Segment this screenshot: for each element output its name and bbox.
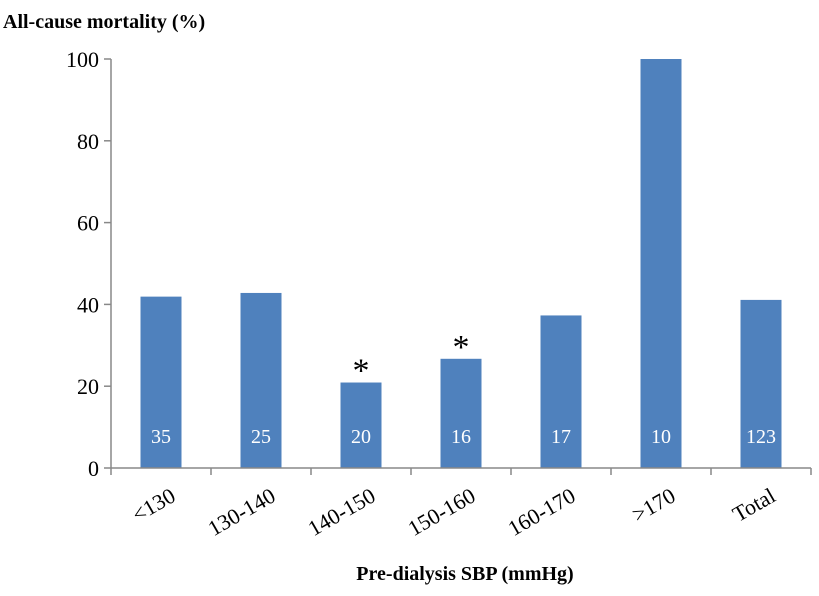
significance-marker: *: [353, 353, 370, 390]
bar-count-label: 123: [746, 426, 776, 448]
y-axis-title: All-cause mortality (%): [3, 11, 205, 33]
bar: [440, 358, 482, 468]
bar: [740, 299, 782, 468]
y-tick-label: 60: [77, 211, 99, 236]
significance-marker: *: [453, 329, 470, 366]
x-tick-label: Total: [728, 483, 779, 527]
bar-count-label: 16: [451, 426, 471, 448]
bars: 35 25 20 * 16 * 17 10 123: [140, 59, 782, 468]
x-tick-label: >170: [628, 483, 680, 527]
bar-count-label: 10: [651, 426, 671, 448]
bar: [140, 296, 182, 468]
x-tick-label: 140-150: [303, 483, 379, 541]
y-tick-label: 100: [66, 47, 99, 72]
x-tick-label: 130-140: [203, 483, 279, 541]
x-tick-label: 160-170: [503, 483, 579, 541]
bar-count-label: 25: [251, 426, 271, 448]
y-tick-label: 80: [77, 129, 99, 154]
bar-count-label: 17: [551, 426, 571, 448]
bar: [340, 382, 382, 468]
y-tick-label: 40: [77, 292, 99, 317]
bar: [640, 59, 682, 468]
y-tick-label: 0: [88, 456, 99, 481]
bar-count-label: 35: [151, 426, 171, 448]
y-tick-label: 20: [77, 374, 99, 399]
y-axis: 0 20 40 60 80 100: [66, 47, 112, 481]
bar-count-label: 20: [351, 426, 371, 448]
bar: [540, 315, 582, 468]
x-tick-label: <130: [128, 483, 180, 527]
bar: [240, 292, 282, 468]
x-axis-title: Pre-dialysis SBP (mmHg): [356, 563, 573, 585]
x-tick-label: 150-160: [403, 483, 479, 541]
x-axis: <130 130-140 140-150 150-160 160-170 >170 Tota…: [110, 467, 812, 541]
